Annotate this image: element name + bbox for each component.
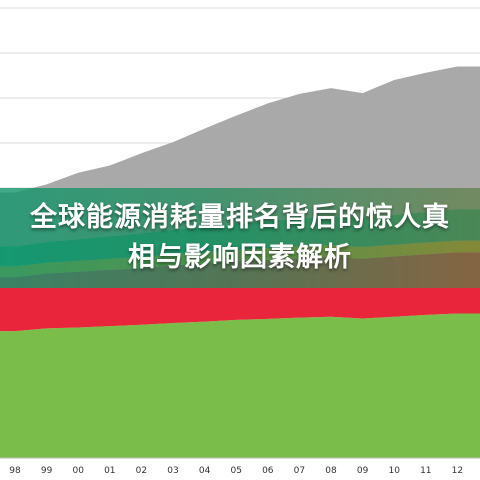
x-tick-label: 06 [262,466,274,476]
x-tick-label: 12 [452,466,463,476]
x-axis-ticks: 98 99 00 01 02 03 04 05 06 07 08 09 10 11 12 [0,457,480,476]
x-tick-label: 99 [41,466,53,476]
x-tick-label: 03 [167,466,178,476]
x-tick-label: 00 [72,466,84,476]
x-tick-label: 04 [199,466,211,476]
x-tick-label: 07 [294,466,305,476]
area-series-1 [0,313,480,458]
title-banner: 全球能源消耗量排名背后的惊人真相与影响因素解析 [0,188,480,288]
x-tick-label: 09 [357,466,369,476]
x-tick-label: 10 [388,466,400,476]
banner-title: 全球能源消耗量排名背后的惊人真相与影响因素解析 [30,202,450,273]
x-tick-label: 02 [136,466,147,476]
x-tick-label: 11 [420,466,431,476]
x-tick-label: 01 [104,466,115,476]
x-tick-label: 98 [9,466,21,476]
x-tick-label: 08 [325,466,337,476]
x-tick-label: 05 [230,466,241,476]
